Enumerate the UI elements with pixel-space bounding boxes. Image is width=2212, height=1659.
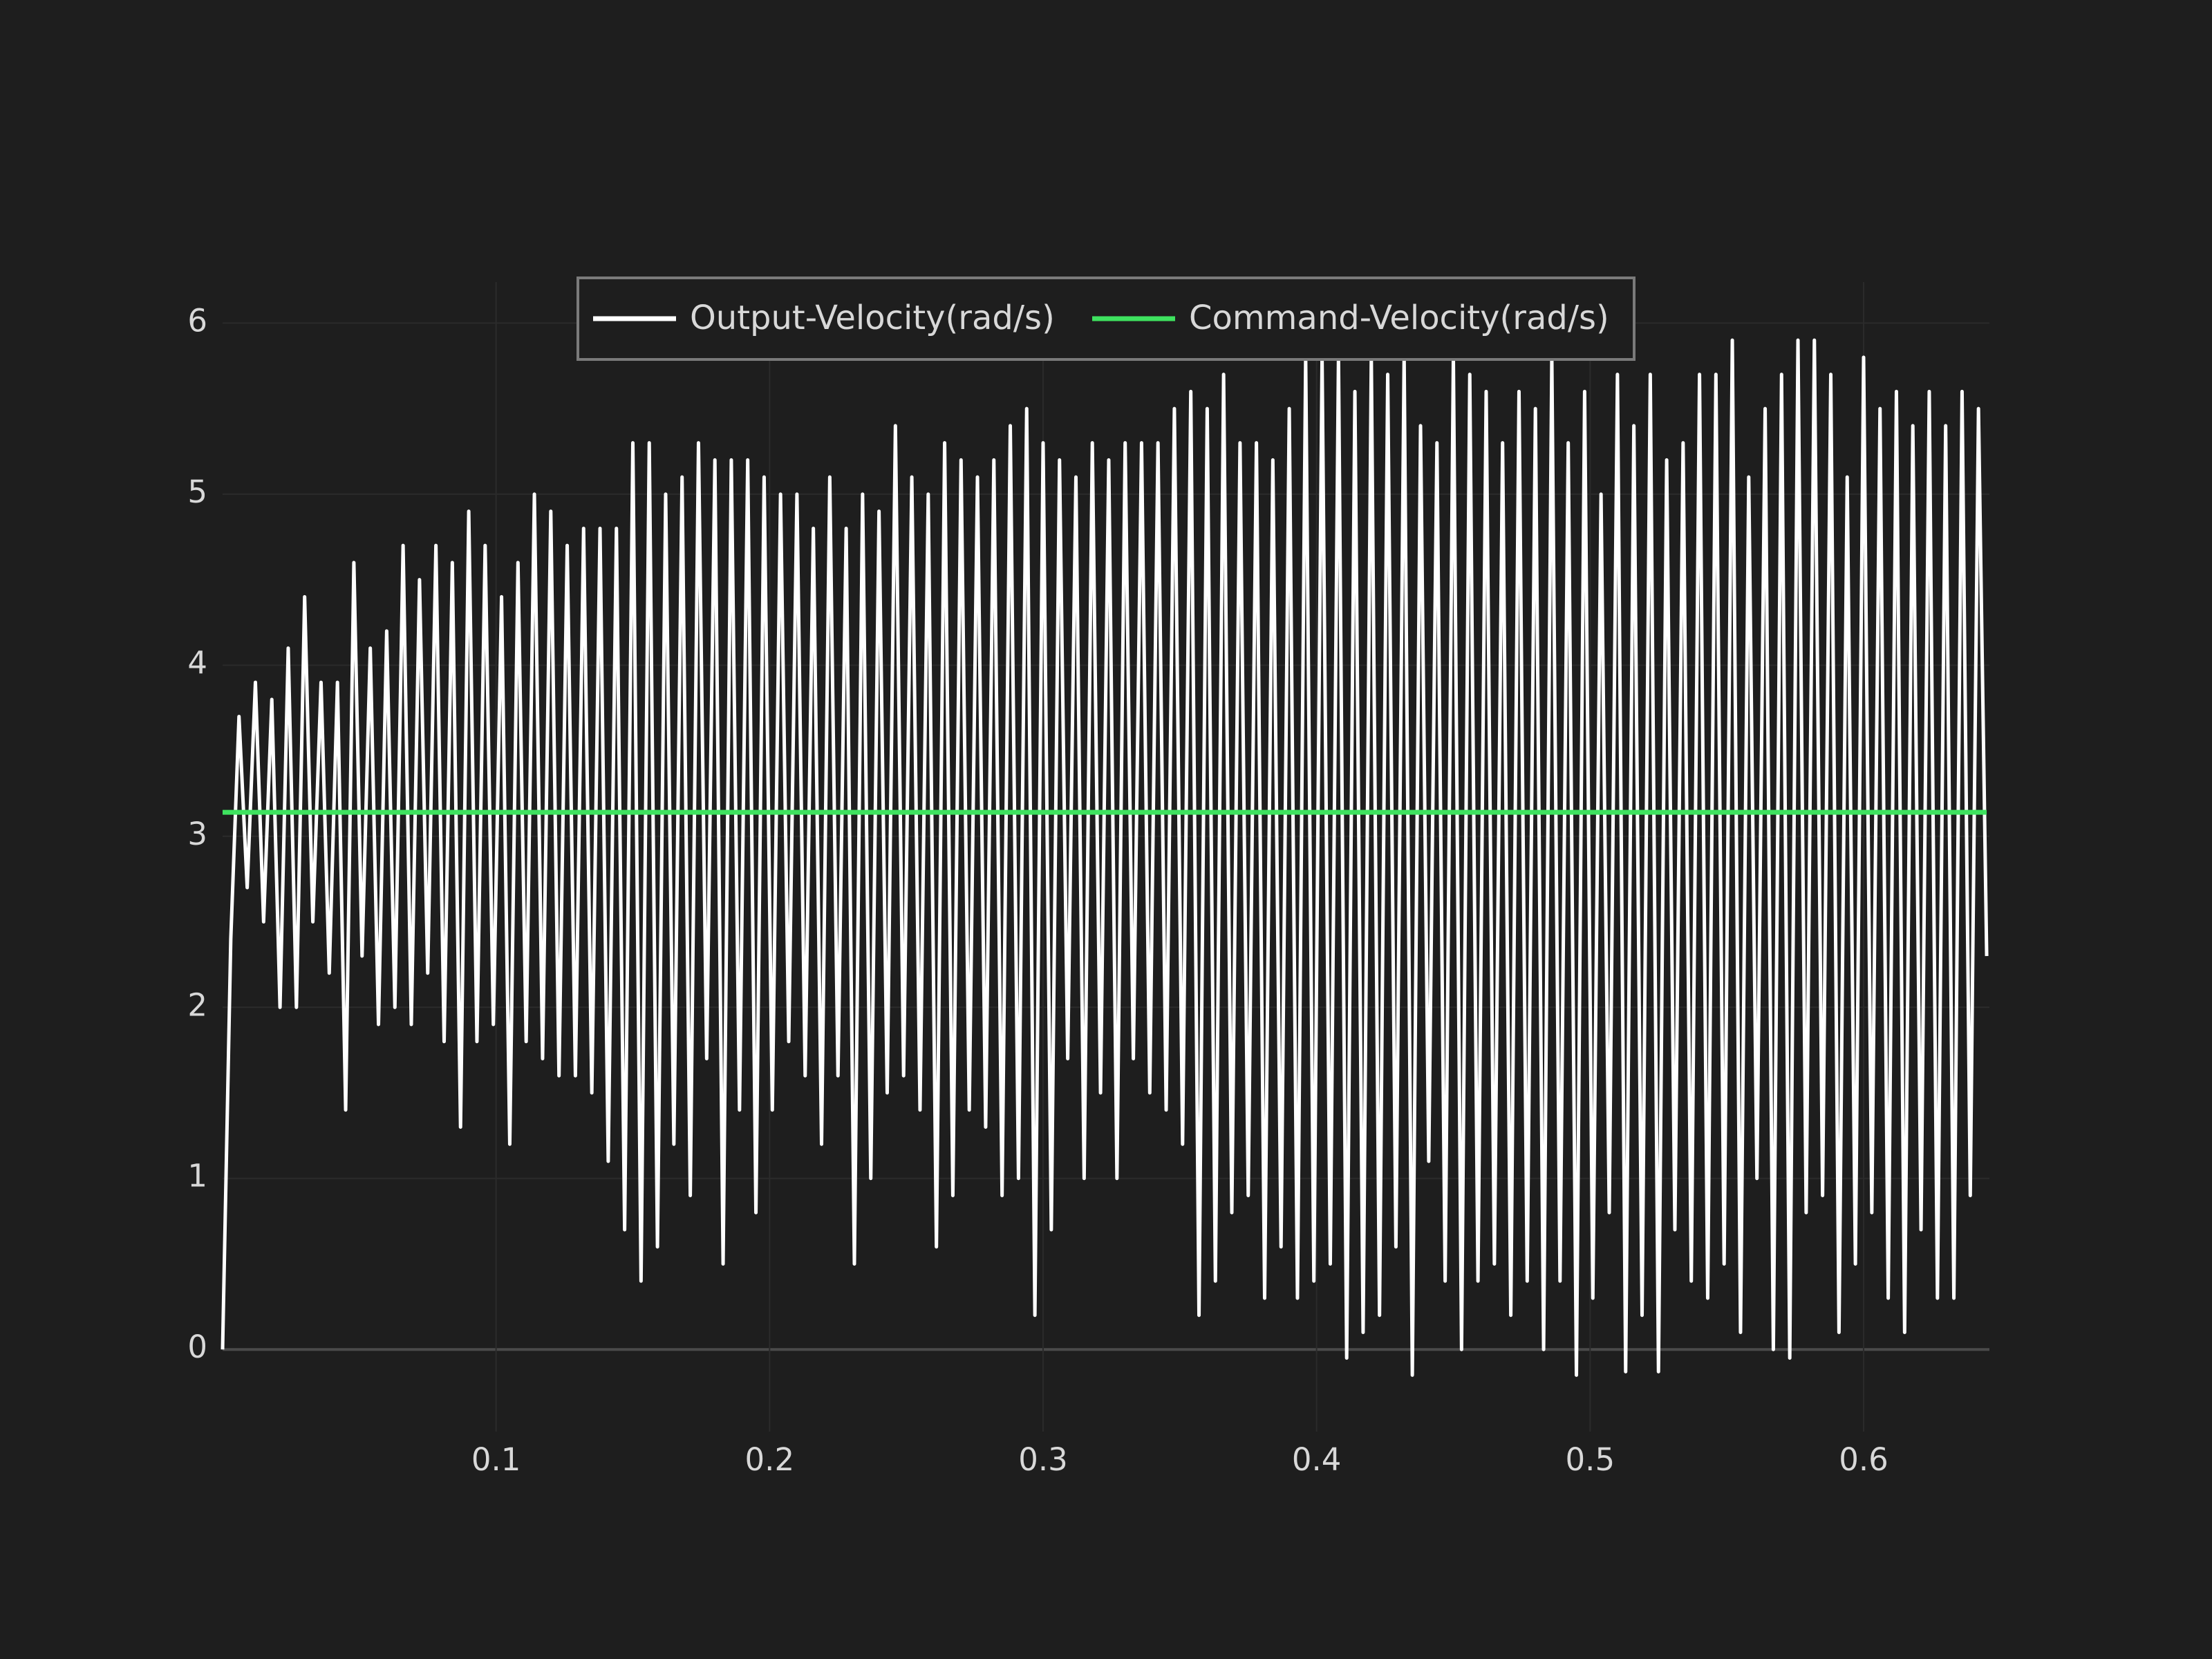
x-tick-label: 0.3 (1018, 1441, 1068, 1478)
y-tick-label: 6 (187, 302, 207, 339)
grid: 0 1 2 3 4 5 6 0.1 0.2 0.3 0.4 0.5 0.6 (187, 282, 1989, 1478)
y-tick-label: 1 (187, 1158, 207, 1194)
legend-label: Command-Velocity(rad/s) (1189, 299, 1609, 337)
y-tick-label: 5 (187, 474, 207, 510)
x-tick-label: 0.2 (745, 1441, 795, 1478)
legend-label: Output-Velocity(rad/s) (690, 299, 1055, 337)
y-tick-label: 0 (187, 1329, 207, 1365)
x-tick-label: 0.5 (1566, 1441, 1615, 1478)
y-tick-label: 4 (187, 644, 207, 681)
y-tick-label: 3 (187, 816, 207, 852)
legend: Output-Velocity(rad/s) Command-Velocity(… (577, 276, 1635, 361)
x-tick-label: 0.1 (471, 1441, 521, 1478)
series-line (221, 338, 1989, 1377)
y-tick-label: 2 (187, 986, 207, 1023)
x-tick-label: 0.4 (1292, 1441, 1342, 1478)
x-tick-label: 0.6 (1839, 1441, 1888, 1478)
plot-lines (221, 338, 1989, 1377)
